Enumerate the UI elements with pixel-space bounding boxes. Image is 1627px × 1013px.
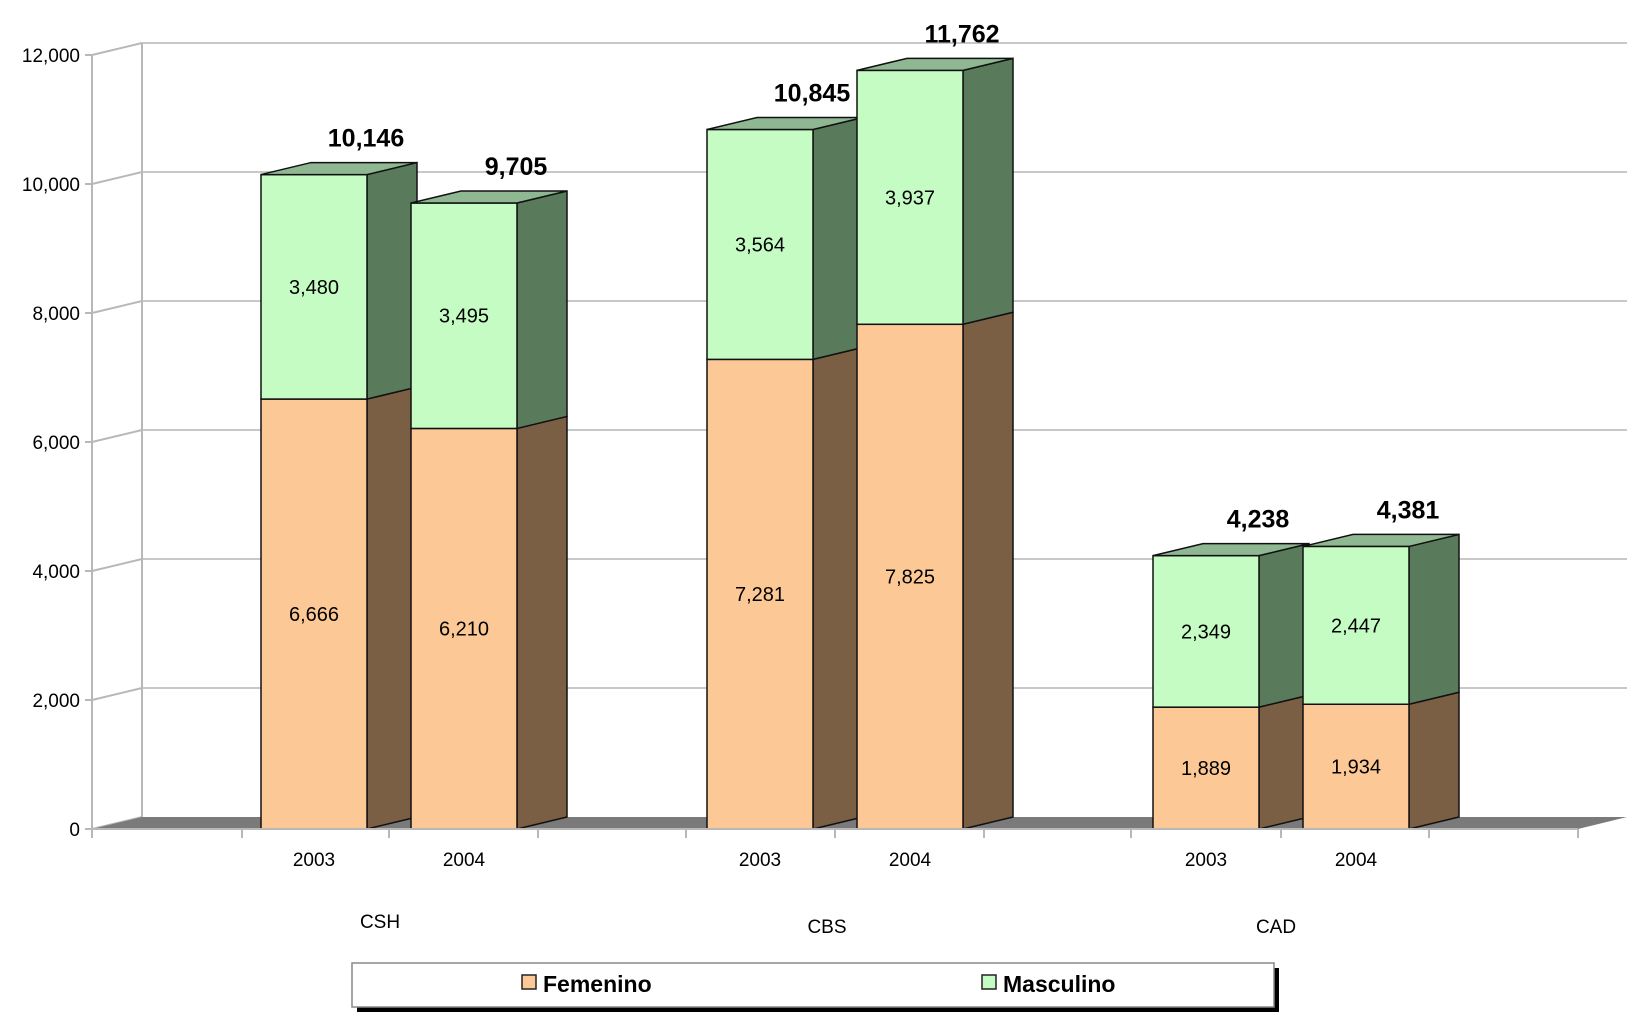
axes: 0 2,000 4,000 6,000 8,000 10,000 12,000 <box>22 46 1579 841</box>
y-tick-label: 6,000 <box>32 433 80 454</box>
masculino-bar-side <box>962 57 1014 326</box>
legend: Femenino Masculino <box>351 962 1279 1012</box>
bar-top-face <box>856 57 1014 72</box>
group-label: CAD <box>1256 917 1296 938</box>
gridline-side <box>91 300 143 314</box>
total-label: 9,705 <box>485 153 548 181</box>
masculino-value-label: 2,447 <box>1331 615 1381 637</box>
gridline-side <box>91 42 143 56</box>
femenino-value-label: 1,889 <box>1181 758 1231 780</box>
masculino-bar <box>410 202 518 430</box>
masculino-value-label: 3,480 <box>289 277 339 299</box>
y-tick-label: 10,000 <box>22 175 80 196</box>
total-label: 11,762 <box>924 20 999 48</box>
x-tick-label: 2004 <box>1335 850 1378 871</box>
y-tick-label: 12,000 <box>22 46 80 67</box>
masculino-bar-side <box>366 161 418 400</box>
bar-top-face <box>1152 542 1310 557</box>
y-tick-label: 0 <box>69 820 80 841</box>
data-labels: 6,666 3,480 10,146 2003 6,210 3,495 9,705 2004 C… <box>289 20 1439 938</box>
masculino-bar <box>856 69 964 326</box>
femenino-bar-side <box>516 415 568 830</box>
femenino-value-label: 7,281 <box>735 584 785 606</box>
femenino-bar <box>1302 703 1410 830</box>
bar-top-face <box>1302 533 1460 548</box>
femenino-bar-side <box>812 346 864 830</box>
gridline-side <box>91 687 143 701</box>
total-label: 4,238 <box>1227 506 1290 534</box>
femenino-bar <box>856 323 964 830</box>
masculino-bar <box>260 173 368 400</box>
masculino-value-label: 3,937 <box>885 187 935 209</box>
femenino-bar-side <box>962 311 1014 830</box>
bars <box>260 57 1460 830</box>
femenino-value-label: 1,934 <box>1331 757 1381 779</box>
x-tick-label: 2003 <box>1185 850 1227 871</box>
femenino-legend-swatch <box>521 974 537 990</box>
y-tick-label: 2,000 <box>32 691 80 712</box>
femenino-bar <box>410 427 518 830</box>
femenino-value-label: 6,210 <box>439 619 489 641</box>
femenino-bar <box>1152 706 1260 830</box>
group-label: CBS <box>807 917 846 938</box>
masculino-bar-side <box>516 190 568 430</box>
femenino-bar <box>706 358 814 830</box>
masculino-bar-side <box>1258 542 1310 709</box>
masculino-bar-side <box>812 116 864 361</box>
x-tick-label: 2004 <box>443 850 486 871</box>
group-label: CSH <box>360 912 400 933</box>
femenino-value-label: 6,666 <box>289 604 339 626</box>
femenino-value-label: 7,825 <box>885 567 935 589</box>
masculino-legend-label: Masculino <box>1003 971 1115 997</box>
femenino-bar-side <box>1258 694 1310 830</box>
gridline-side <box>91 171 143 185</box>
gridline-side <box>91 558 143 572</box>
total-label: 10,845 <box>774 79 851 107</box>
masculino-value-label: 3,495 <box>439 306 489 328</box>
y-tick-label: 4,000 <box>32 562 80 583</box>
femenino-legend-label: Femenino <box>543 971 652 997</box>
masculino-bar-side <box>1408 533 1460 706</box>
masculino-bar <box>1302 545 1410 706</box>
bar-top-face <box>410 190 568 204</box>
masculino-value-label: 2,349 <box>1181 621 1231 643</box>
y-tick-label: 8,000 <box>32 304 80 325</box>
total-label: 10,146 <box>328 125 404 153</box>
x-tick-label: 2003 <box>293 850 335 871</box>
x-tick-label: 2004 <box>889 850 932 871</box>
masculino-legend-swatch <box>981 974 997 990</box>
femenino-bar-side <box>1408 691 1460 830</box>
bar-top-face <box>260 161 418 176</box>
masculino-value-label: 3,564 <box>735 234 785 256</box>
masculino-bar <box>706 128 814 361</box>
legend-box <box>351 962 1275 1008</box>
femenino-bar <box>260 398 368 830</box>
x-tick-label: 2003 <box>739 850 781 871</box>
total-label: 4,381 <box>1377 496 1440 524</box>
femenino-bar-side <box>366 386 418 830</box>
gridline-side <box>91 429 143 443</box>
